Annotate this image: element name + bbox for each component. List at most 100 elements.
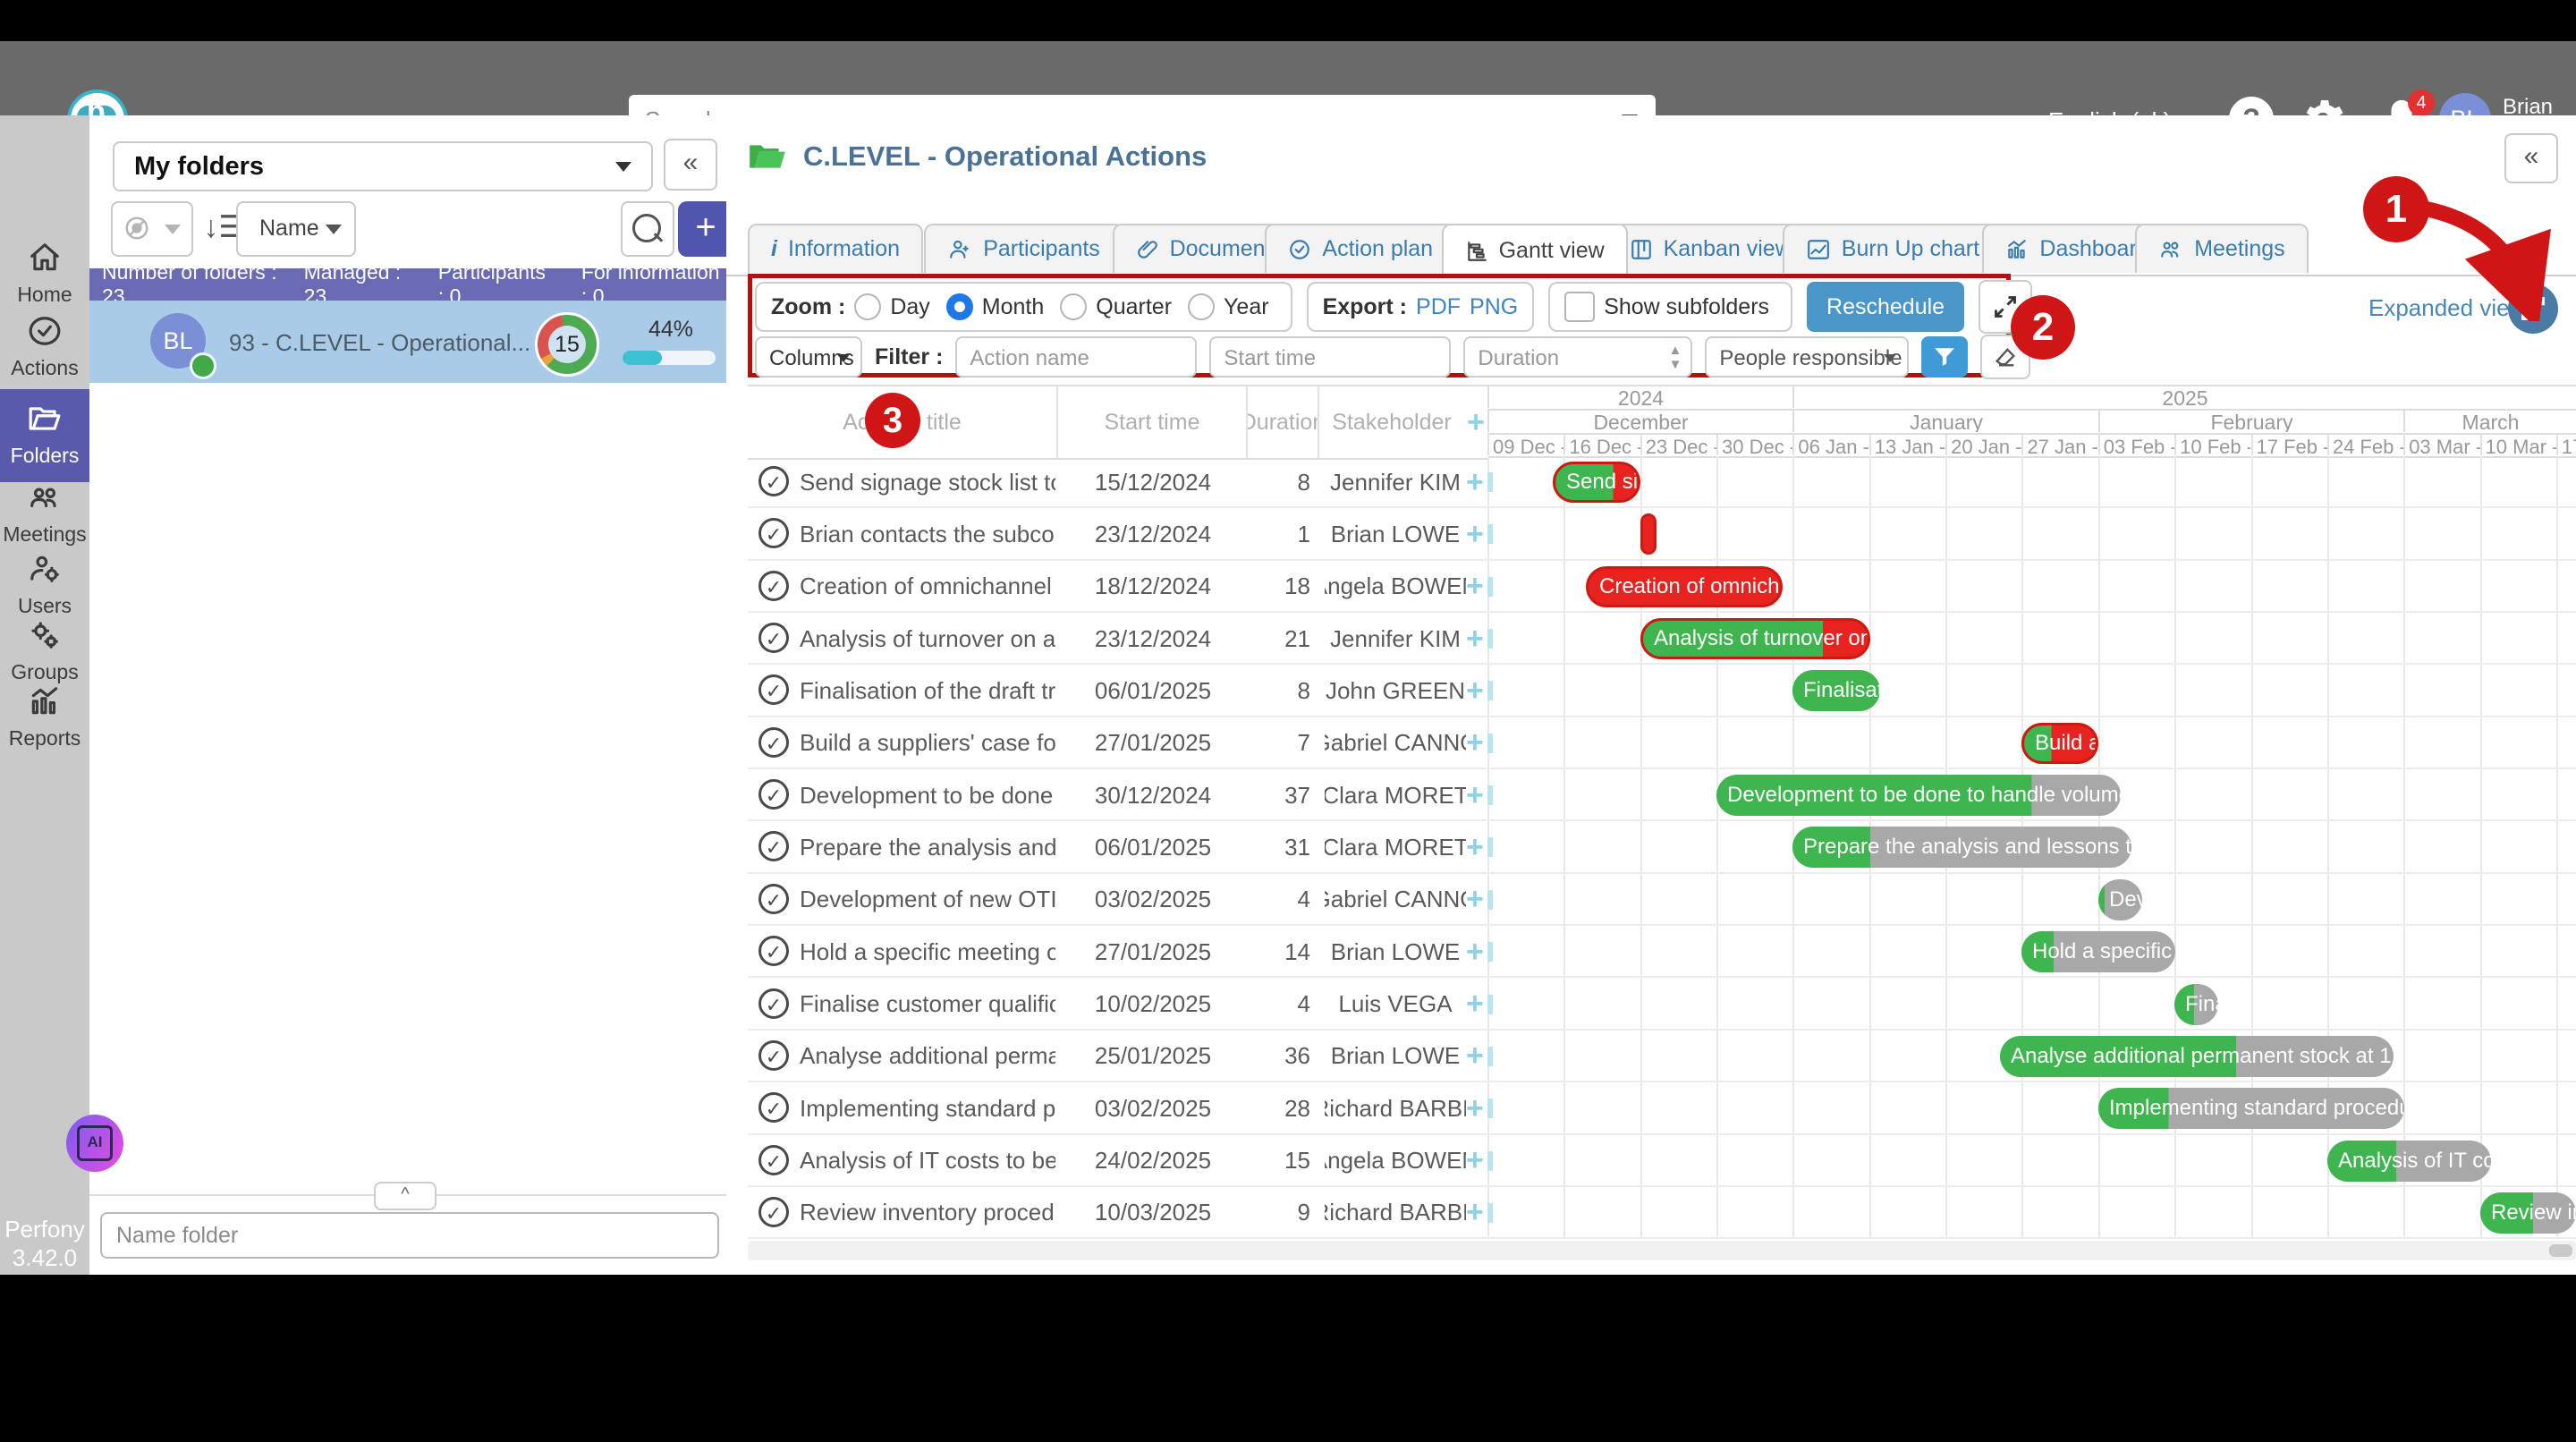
sidebar-item-reports[interactable]: Reports (0, 684, 89, 751)
collapse-list-chevron[interactable]: ^ (374, 1182, 436, 1210)
table-row[interactable]: ✓ Build a suppliers' case for 27/01/2025 7G… (748, 717, 1487, 770)
table-row[interactable]: ✓ Hold a specific meeting o 27/01/2025 14 Br… (748, 926, 1487, 979)
action-title-cell[interactable]: Send signage stock list to (800, 468, 1055, 496)
gantt-bar[interactable]: Review inve (2480, 1192, 2576, 1234)
action-title-cell[interactable]: Analyse additional perma (800, 1042, 1055, 1070)
expanded-view-button[interactable] (2508, 284, 2558, 334)
add-action-button[interactable]: + (1466, 1195, 1484, 1230)
table-row[interactable]: ✓ Analysis of IT costs to be 24/02/2025 15 A… (748, 1135, 1487, 1187)
search-folders-button[interactable] (621, 201, 674, 257)
filter-start-time-input[interactable]: Start time (1209, 336, 1452, 377)
tab-action-plan[interactable]: Action plan (1265, 224, 1457, 273)
table-row[interactable]: ✓ Send signage stock list to 15/12/2024 8 Je… (748, 456, 1487, 509)
col-header-stakeholder[interactable]: Stakeholder (1332, 409, 1452, 435)
name-folder-input[interactable]: Name folder (100, 1212, 719, 1259)
table-row[interactable]: ✓ Review inventory procedu 10/03/2025 9 Rich… (748, 1187, 1487, 1240)
action-check-icon[interactable]: ✓ (758, 936, 789, 967)
gantt-bar[interactable]: Analysis of turnover on a lik (1640, 618, 1870, 660)
action-check-icon[interactable]: ✓ (758, 1092, 789, 1124)
col-header-duration[interactable]: Duration (1248, 386, 1319, 458)
action-check-icon[interactable]: ✓ (758, 518, 789, 549)
action-check-icon[interactable]: ✓ (758, 1144, 789, 1175)
action-title-cell[interactable]: Creation of omnichannel p (800, 573, 1055, 600)
add-action-button[interactable]: + (1466, 987, 1484, 1021)
tab-participants[interactable]: Participants (924, 224, 1123, 273)
reschedule-button[interactable]: Reschedule (1807, 282, 1965, 332)
col-header-start-time[interactable]: Start time (1058, 386, 1248, 458)
add-action-button[interactable]: + (1466, 1039, 1484, 1073)
table-row[interactable]: ✓ Development to be done t 30/12/2024 37 Cla… (748, 769, 1487, 822)
sidebar-item-meetings[interactable]: Meetings (0, 480, 89, 547)
sidebar-item-groups[interactable]: Groups (0, 618, 89, 684)
add-action-button[interactable]: + (1466, 1090, 1484, 1125)
table-row[interactable]: ✓ Development of new OTIF 03/02/2025 4 Gabri… (748, 874, 1487, 927)
export-png-link[interactable]: PNG (1470, 293, 1519, 319)
scrollbar-thumb[interactable] (2549, 1244, 2572, 1257)
table-row[interactable]: ✓ Finalisation of the draft tra 06/01/2025… (748, 665, 1487, 717)
tab-burn-up-chart[interactable]: Burn Up chart (1782, 224, 2004, 273)
action-title-cell[interactable]: Finalisation of the draft tra (800, 676, 1055, 704)
table-row[interactable]: ✓ Analysis of turnover on a 23/12/2024 21 Je… (748, 613, 1487, 666)
action-title-cell[interactable]: Analysis of IT costs to be (800, 1147, 1055, 1175)
sidebar-item-users[interactable]: Users (0, 552, 89, 618)
add-folder-button[interactable]: + (678, 201, 733, 257)
zoom-radio-label-day[interactable]: Day (890, 293, 930, 319)
action-title-cell[interactable]: Analysis of turnover on a (800, 624, 1055, 652)
action-title-cell[interactable]: Finalise customer qualific (800, 990, 1055, 1017)
collapse-main-button[interactable]: « (2504, 133, 2558, 183)
collapse-folders-panel-button[interactable]: « (664, 139, 717, 191)
add-action-button[interactable]: + (1466, 673, 1484, 708)
action-title-cell[interactable]: Hold a specific meeting o (800, 937, 1055, 965)
add-action-button[interactable]: + (1466, 934, 1484, 969)
action-check-icon[interactable]: ✓ (758, 831, 789, 862)
action-check-icon[interactable]: ✓ (758, 779, 789, 810)
action-title-cell[interactable]: Prepare the analysis and (800, 833, 1055, 861)
gantt-bar[interactable]: Prepare the analysis and lessons to be l… (1792, 827, 2131, 869)
gantt-bar[interactable]: Finalisatio (1792, 670, 1880, 712)
sort-by-dropdown[interactable]: Name (236, 201, 356, 257)
add-action-button[interactable]: + (1466, 829, 1484, 864)
folders-scope-select[interactable]: My folders (113, 141, 653, 191)
sidebar-item-home[interactable]: Home (0, 241, 89, 307)
filter-action-name-input[interactable]: Action name (955, 336, 1198, 377)
zoom-radio-month[interactable] (945, 293, 973, 320)
filter-duration-input[interactable]: Duration ▲ ▼ (1463, 336, 1693, 377)
table-row[interactable]: ✓ Implementing standard pr 03/02/2025 28 Ric… (748, 1082, 1487, 1135)
gantt-bar[interactable]: Analyse additional permanent stock at 12… (2000, 1035, 2394, 1077)
action-check-icon[interactable]: ✓ (758, 883, 789, 914)
expanded-view-link[interactable]: Expanded view (2368, 294, 2527, 321)
columns-dropdown[interactable]: Columns (755, 336, 862, 377)
sidebar-item-actions[interactable]: Actions (0, 314, 89, 380)
add-action-button[interactable]: + (1466, 516, 1484, 551)
add-action-button[interactable]: + (1466, 1143, 1484, 1178)
action-title-cell[interactable]: Development to be done t (800, 781, 1055, 809)
ai-assistant-button[interactable]: AI (66, 1115, 123, 1172)
add-action-button[interactable]: + (1466, 621, 1484, 656)
gantt-bar[interactable]: Analysis of IT costs (2327, 1140, 2491, 1182)
export-pdf-link[interactable]: PDF (1416, 293, 1462, 319)
zoom-radio-day[interactable] (854, 293, 882, 320)
gantt-bar[interactable]: Deve (2098, 878, 2142, 920)
show-subfolders-checkbox[interactable] (1564, 292, 1596, 322)
tab-kanban-view[interactable]: Kanban view (1606, 224, 1815, 273)
action-title-cell[interactable]: Review inventory procedu (800, 1199, 1055, 1226)
horizontal-scrollbar[interactable] (748, 1241, 2576, 1260)
folder-list-item[interactable]: BL 93 - C.LEVEL - Operational... 15 44% … (89, 301, 822, 383)
tab-meetings[interactable]: Meetings (2135, 224, 2309, 273)
gantt-bar[interactable]: Finali (2174, 983, 2218, 1025)
zoom-radio-label-year[interactable]: Year (1224, 293, 1269, 319)
folder-item-title[interactable]: 93 - C.LEVEL - Operational... (229, 329, 531, 356)
gantt-bar[interactable]: Hold a specific me (2021, 931, 2175, 973)
add-column-button[interactable]: + (1467, 404, 1485, 439)
action-title-cell[interactable]: Brian contacts the subcon (800, 520, 1055, 547)
add-action-button[interactable]: + (1466, 777, 1484, 812)
action-title-cell[interactable]: Development of new OTIF (800, 886, 1055, 913)
sidebar-item-folders[interactable]: Folders (0, 389, 89, 482)
action-check-icon[interactable]: ✓ (758, 570, 789, 601)
action-check-icon[interactable]: ✓ (758, 1196, 789, 1227)
action-title-cell[interactable]: Implementing standard pr (800, 1094, 1055, 1122)
action-check-icon[interactable]: ✓ (758, 988, 789, 1019)
add-action-button[interactable]: + (1466, 725, 1484, 760)
action-check-icon[interactable]: ✓ (758, 466, 789, 496)
apply-filter-button[interactable] (1921, 336, 1969, 377)
